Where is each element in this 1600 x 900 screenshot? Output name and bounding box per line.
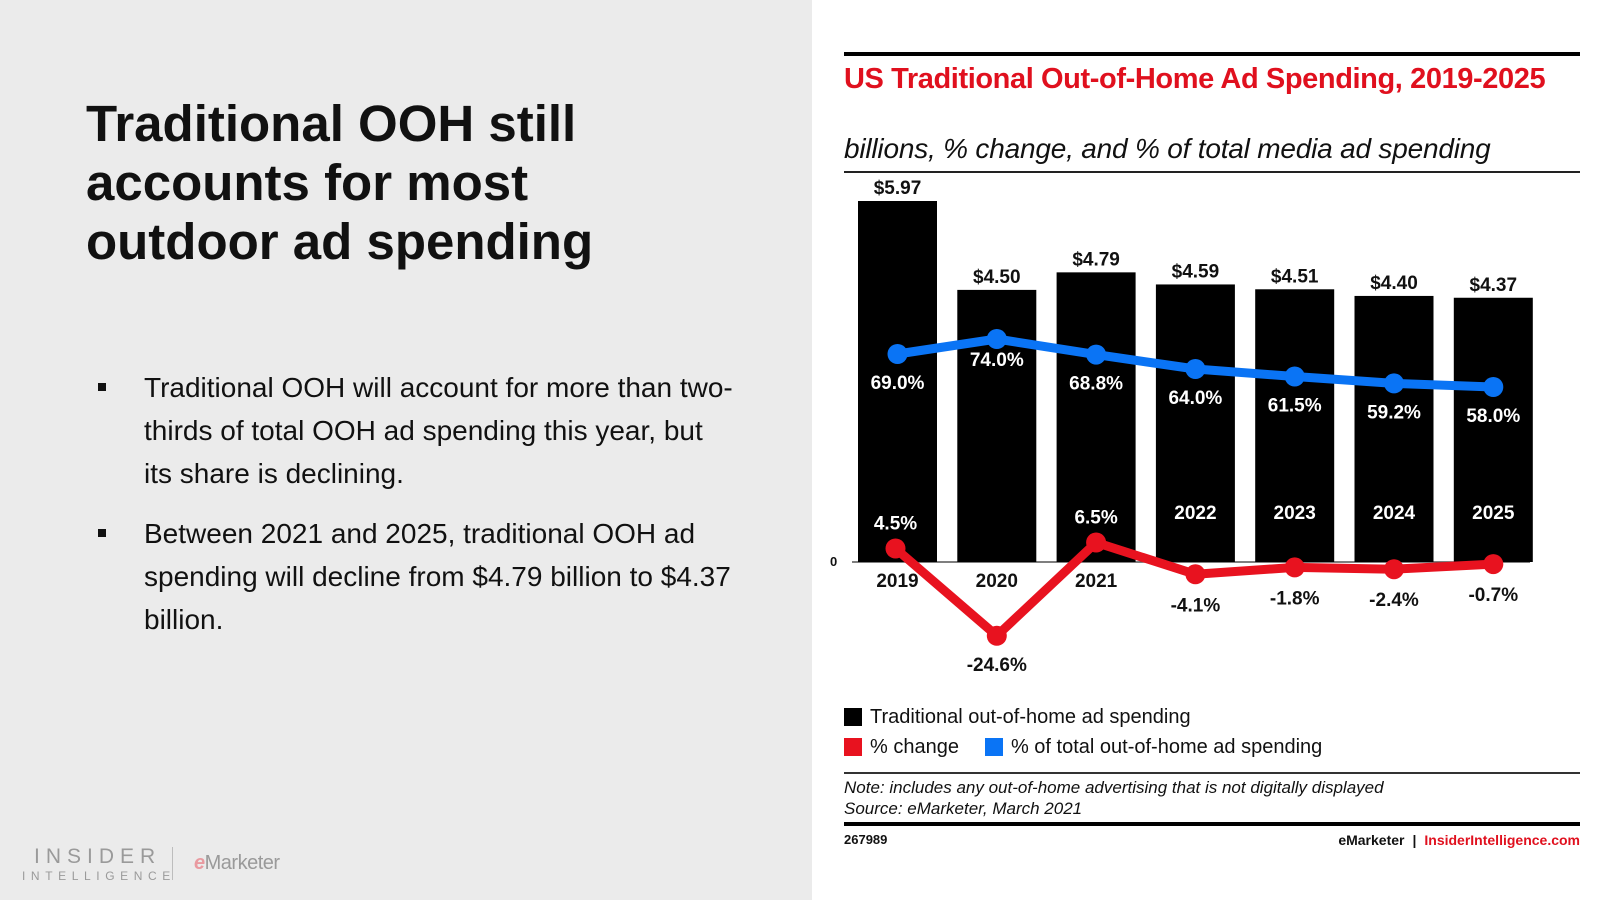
- x-tick-label: 2021: [1075, 571, 1118, 592]
- bar-value-label: $4.37: [1470, 275, 1518, 296]
- legend-label: Traditional out-of-home ad spending: [870, 705, 1191, 728]
- share-point-2023: [1284, 366, 1305, 387]
- source-text: Source: eMarketer, March 2021: [844, 799, 1083, 818]
- bullet-item: Traditional OOH will account for more th…: [98, 366, 738, 495]
- bar-2022: [1155, 284, 1235, 562]
- x-tick-label: 2019: [876, 571, 918, 592]
- chart-subtitle-rule: [844, 171, 1580, 173]
- note-text: Note: includes any out-of-home advertisi…: [844, 778, 1384, 797]
- footer-pipe: |: [1412, 832, 1417, 848]
- share-value-label: 58.0%: [1466, 406, 1520, 427]
- change-point-2023: [1284, 557, 1305, 578]
- footer-site-link[interactable]: InsiderIntelligence.com: [1424, 832, 1580, 848]
- footer-brand-name: eMarketer: [1338, 832, 1405, 848]
- change-value-label: 6.5%: [1074, 508, 1117, 529]
- change-point-2024: [1384, 559, 1404, 580]
- change-value-label: -4.1%: [1171, 595, 1221, 616]
- share-value-label: 61.5%: [1268, 396, 1322, 417]
- change-value-label: -1.8%: [1270, 588, 1320, 609]
- legend-row: Traditional out-of-home ad spending: [844, 702, 1348, 732]
- x-tick-label: 2023: [1274, 503, 1316, 524]
- legend-label: % change: [870, 735, 959, 758]
- legend-label: % of total out-of-home ad spending: [1010, 735, 1323, 758]
- logo-line1: INSIDER: [34, 845, 162, 868]
- legend-rule: [844, 772, 1580, 774]
- legend-item-share: % of total out-of-home ad spending: [984, 735, 1323, 759]
- x-tick-label: 2025: [1472, 503, 1515, 524]
- change-point-2020: [986, 625, 1007, 646]
- bar-value-label: $5.97: [874, 178, 922, 199]
- insider-intelligence-logo: INSIDER INTELLIGENCE: [22, 846, 176, 884]
- share-value-label: 74.0%: [970, 350, 1024, 371]
- chart-bottom-rule: [844, 822, 1580, 826]
- bullet-list: Traditional OOH will account for more th…: [98, 366, 738, 658]
- emarketer-logo-e: e: [194, 852, 205, 874]
- legend-swatch-red: [844, 738, 862, 756]
- legend-row: % change % of total out-of-home ad spend…: [844, 732, 1348, 762]
- change-point-2025: [1483, 554, 1504, 575]
- share-value-label: 59.2%: [1367, 402, 1421, 423]
- bullet-item: Between 2021 and 2025, traditional OOH a…: [98, 512, 738, 641]
- change-point-2021: [1086, 532, 1107, 553]
- logo-divider: [172, 847, 173, 880]
- legend-swatch-black: [844, 708, 862, 726]
- change-point-2019: [885, 538, 906, 559]
- change-value-label: -24.6%: [967, 655, 1027, 676]
- bar-value-label: $4.51: [1271, 266, 1319, 287]
- share-point-2020: [986, 329, 1007, 349]
- bullet-text: Traditional OOH will account for more th…: [144, 372, 733, 489]
- share-point-2025: [1483, 377, 1504, 397]
- chart-id: 267989: [844, 832, 888, 847]
- change-value-label: -0.7%: [1468, 585, 1518, 606]
- emarketer-logo-text: Marketer: [204, 852, 280, 874]
- share-value-label: 68.8%: [1069, 374, 1123, 395]
- bullet-square-icon: [98, 383, 106, 391]
- share-point-2019: [887, 344, 908, 364]
- chart-legend: Traditional out-of-home ad spending % ch…: [844, 702, 1348, 762]
- bar-value-label: $4.59: [1172, 261, 1220, 282]
- share-value-label: 64.0%: [1168, 388, 1222, 409]
- chart-subtitle: billions, % change, and % of total media…: [844, 133, 1491, 164]
- bar-value-label: $4.79: [1072, 249, 1120, 270]
- share-value-label: 69.0%: [871, 373, 925, 394]
- share-point-2021: [1086, 344, 1107, 365]
- x-tick-label: 2024: [1373, 503, 1416, 524]
- chart-plot: 0 $5.97 $4.50 $4.79 $4.59 $4.51 $4.40 $4.37 2019…: [830, 178, 1533, 676]
- legend-item-spending: Traditional out-of-home ad spending: [844, 706, 1191, 729]
- x-tick-label: 2020: [976, 571, 1018, 592]
- legend-swatch-blue: [984, 738, 1003, 756]
- bar-value-label: $4.50: [973, 267, 1021, 288]
- share-point-2024: [1384, 373, 1404, 394]
- bar-2025: [1453, 297, 1533, 562]
- bullet-text: Between 2021 and 2025, traditional OOH a…: [144, 518, 731, 635]
- bar-2023: [1255, 289, 1335, 562]
- share-point-2022: [1185, 359, 1206, 379]
- x-tick-label: 2022: [1174, 503, 1216, 524]
- change-value-label: -2.4%: [1369, 590, 1419, 611]
- logo-line2: INTELLIGENCE: [22, 869, 176, 883]
- bullet-square-icon: [98, 529, 106, 537]
- legend-item-change: % change: [844, 736, 959, 759]
- chart-title: US Traditional Out-of-Home Ad Spending, …: [844, 63, 1546, 95]
- emarketer-logo: eMarketer: [194, 852, 280, 875]
- footer-brand: eMarketer | InsiderIntelligence.com: [1338, 832, 1580, 848]
- change-value-label: 4.5%: [874, 514, 917, 535]
- y-zero-label: 0: [830, 554, 837, 569]
- slide-left-panel: Traditional OOH still accounts for most …: [0, 0, 812, 900]
- bar-2019: [858, 201, 937, 562]
- change-point-2022: [1185, 564, 1206, 585]
- chart-top-rule: [844, 52, 1580, 56]
- bar-2021: [1056, 272, 1136, 562]
- slide-title: Traditional OOH still accounts for most …: [86, 95, 594, 270]
- bar-value-label: $4.40: [1370, 273, 1418, 294]
- bar-2024: [1354, 295, 1434, 562]
- chart-note: Note: includes any out-of-home advertisi…: [844, 777, 1384, 819]
